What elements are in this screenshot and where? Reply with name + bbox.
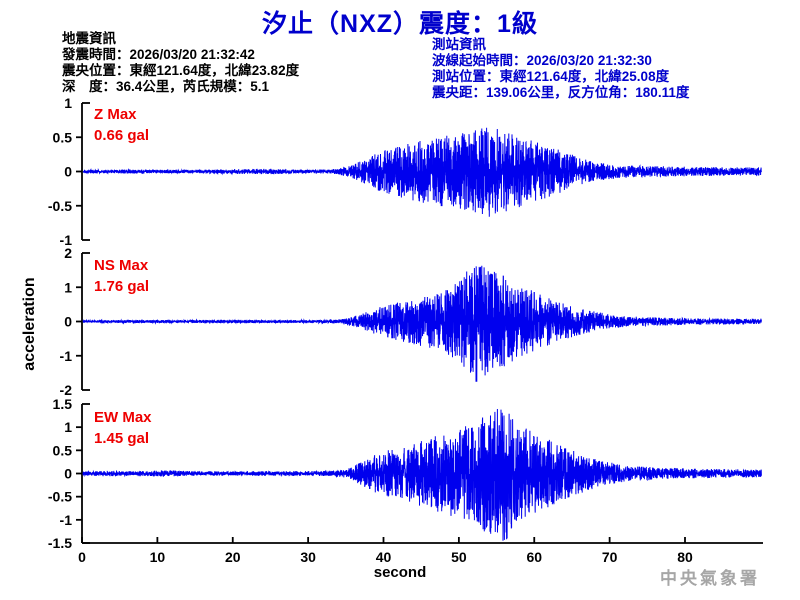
x-tick-label: 20 (225, 549, 241, 565)
earthquake-depth-magnitude: 深 度：36.4公里，芮氏規模：5.1 (62, 79, 270, 94)
y-tick-label: 1.5 (53, 396, 73, 412)
y-tick-label: 1 (64, 419, 72, 435)
channel-ew-max-label: EW Max 1.45 gal (94, 407, 152, 449)
page-title: 汐止（NXZ）震度：1級 (262, 10, 538, 38)
agency-watermark: 中央氣象署 (660, 569, 760, 588)
x-tick-label: 80 (677, 549, 693, 565)
channel-z-max-label: Z Max 0.66 gal (94, 104, 149, 146)
y-tick-label: 1 (64, 95, 72, 111)
station-record-start-time: 波線起始時間：2026/03/20 21:32:30 (432, 53, 652, 68)
waveform-trace-ew (82, 408, 762, 541)
station-distance-azimuth: 震央距：139.06公里，反方位角：180.11度 (432, 85, 690, 100)
channel-ew-max-value: 1.45 gal (94, 430, 150, 447)
y-tick-label: -0.5 (48, 489, 72, 505)
channel-z-max-title: Z Max (94, 106, 137, 123)
x-tick-label: 60 (526, 549, 542, 565)
y-tick-label: -2 (60, 382, 73, 398)
y-tick-label: 1 (64, 279, 72, 295)
x-tick-label: 10 (150, 549, 166, 565)
waveform-trace-ns (82, 265, 762, 382)
earthquake-info-heading: 地震資訊 (62, 31, 116, 46)
x-tick-label: 50 (451, 549, 467, 565)
y-tick-label: 0.5 (53, 129, 73, 145)
station-location: 測站位置：東經121.64度，北緯25.08度 (432, 69, 670, 84)
channel-ns-max-title: NS Max (94, 257, 149, 274)
earthquake-origin-time: 發震時間：2026/03/20 21:32:42 (62, 47, 255, 62)
station-info-block: 測站資訊 波線起始時間：2026/03/20 21:32:30 測站位置：東經1… (432, 37, 689, 101)
x-tick-label: 40 (376, 549, 392, 565)
y-tick-label: -1 (60, 232, 73, 248)
channel-ns-max-value: 1.76 gal (94, 278, 150, 295)
y-tick-label: 0 (64, 466, 72, 482)
x-axis-label: second (373, 564, 427, 581)
y-tick-label: 2 (64, 245, 72, 261)
y-tick-label: -1 (60, 348, 73, 364)
y-tick-label: 0.5 (53, 442, 73, 458)
channel-ns-max-label: NS Max 1.76 gal (94, 255, 149, 297)
channel-z-max-value: 0.66 gal (94, 127, 150, 144)
x-tick-label: 30 (300, 549, 316, 565)
channel-ew-max-title: EW Max (94, 409, 152, 426)
x-tick-label: 70 (602, 549, 618, 565)
waveform-trace-z (82, 127, 762, 217)
y-tick-label: 0 (64, 164, 72, 180)
y-tick-label: -1.5 (48, 535, 72, 551)
y-tick-label: 0 (64, 314, 72, 330)
station-info-heading: 測站資訊 (432, 37, 486, 52)
y-tick-label: -0.5 (48, 198, 72, 214)
earthquake-epicenter: 震央位置：東經121.64度，北緯23.82度 (62, 63, 300, 78)
x-tick-label: 0 (78, 549, 86, 565)
y-tick-label: -1 (60, 512, 73, 528)
earthquake-info-block: 地震資訊 發震時間：2026/03/20 21:32:42 震央位置：東經121… (62, 31, 299, 95)
